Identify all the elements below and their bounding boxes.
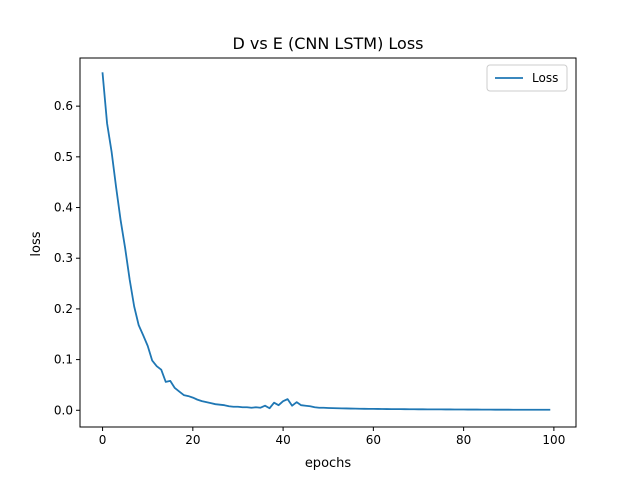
y-tick-label: 0.2: [54, 302, 73, 316]
chart-title: D vs E (CNN LSTM) Loss: [233, 34, 424, 53]
plot-area: 0 20 40 60 80 100 0.0 0.1 0.2 0.3 0.4 0.5 0.6 Loss: [54, 57, 577, 447]
x-tick-label: 40: [275, 433, 290, 447]
y-tick-label: 0.4: [54, 201, 73, 215]
x-axis-label: epochs: [305, 456, 352, 471]
y-tick-label: 0.5: [54, 150, 73, 164]
y-tick-label: 0.1: [54, 353, 73, 367]
axes-frame: [79, 57, 577, 428]
x-tick-label: 80: [456, 433, 471, 447]
y-axis-label: loss: [29, 231, 44, 256]
y-tick-label: 0.0: [54, 403, 73, 417]
series-line-0: [101, 72, 551, 411]
legend-label-0: Loss: [532, 71, 558, 85]
x-tick-label: 20: [185, 433, 200, 447]
x-tick-label: 100: [542, 433, 565, 447]
x-tick-label: 60: [366, 433, 381, 447]
x-tick-label: 0: [99, 433, 107, 447]
y-tick-label: 0.3: [54, 251, 73, 265]
legend-box: [486, 64, 568, 92]
y-tick-label: 0.6: [54, 99, 73, 113]
